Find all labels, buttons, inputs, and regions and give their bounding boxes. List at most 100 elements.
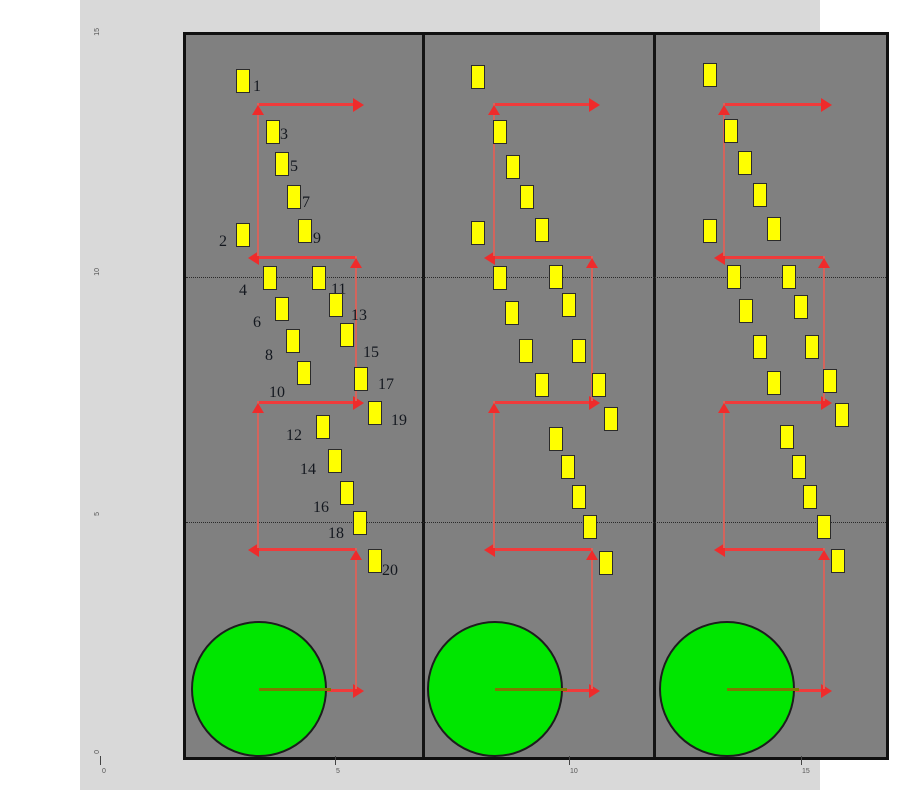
route-segment-h-1-4 [257,548,355,551]
pallet-label-20: 20 [382,562,398,579]
gridline-5 [186,522,886,523]
pallet-unlabelled[interactable] [823,369,837,393]
pallet-20[interactable] [368,549,382,573]
pallet-label-2: 2 [219,233,227,250]
pallet-unlabelled[interactable] [835,403,849,427]
route-segment-h-1-2 [257,256,355,259]
pallet-label-7: 7 [302,194,310,211]
pallet-6[interactable] [275,297,289,321]
pallet-label-6: 6 [253,314,261,331]
pallet-3[interactable] [266,120,280,144]
pallet-unlabelled[interactable] [727,265,741,289]
pallet-unlabelled[interactable] [493,120,507,144]
route-arrowhead-up-1-4 [350,550,362,560]
route-arrowhead-left-1-2 [248,251,259,265]
route-segment-v-2-3 [493,401,495,548]
pallet-unlabelled[interactable] [535,373,549,397]
pallet-unlabelled[interactable] [520,185,534,209]
pallet-unlabelled[interactable] [792,455,806,479]
pallet-unlabelled[interactable] [794,295,808,319]
pallet-label-9: 9 [313,230,321,247]
route-arrowhead-up-2-3 [488,403,500,413]
pallet-9[interactable] [298,219,312,243]
x-tick-label-5: 5 [336,768,340,775]
pallet-unlabelled[interactable] [535,218,549,242]
pallet-unlabelled[interactable] [753,183,767,207]
figure-panel: 1 3 5 7 9 2 4 11 6 13 8 15 10 17 19 12 14 16 18 20 15 10 5 … [80,0,889,790]
pallet-unlabelled[interactable] [592,373,606,397]
pallet-unlabelled[interactable] [549,427,563,451]
aisle-divider-1 [422,35,425,757]
pallet-12[interactable] [316,415,330,439]
pallet-18[interactable] [353,511,367,535]
route-segment-v-1-1 [257,103,259,256]
pallet-unlabelled[interactable] [767,371,781,395]
pallet-unlabelled[interactable] [572,485,586,509]
route-segment-v-1-2 [355,256,357,401]
route-arrowhead-right-1-1 [353,98,364,112]
pallet-2[interactable] [236,223,250,247]
pallet-7[interactable] [287,185,301,209]
pallet-5[interactable] [275,152,289,176]
pallet-16[interactable] [340,481,354,505]
route-segment-v-1-3 [257,401,259,548]
pallet-unlabelled[interactable] [782,265,796,289]
route-arrowhead-right-2-3 [589,396,600,410]
pallet-unlabelled[interactable] [803,485,817,509]
pallet-unlabelled[interactable] [703,63,717,87]
pallet-14[interactable] [328,449,342,473]
route-segment-h-3-2 [723,256,823,259]
pallet-unlabelled[interactable] [561,455,575,479]
route-segment-v-3-1 [723,103,725,256]
pallet-unlabelled[interactable] [780,425,794,449]
pallet-unlabelled[interactable] [505,301,519,325]
pallet-unlabelled[interactable] [805,335,819,359]
route-arrowhead-right-3-3 [821,396,832,410]
pallet-unlabelled[interactable] [549,265,563,289]
pallet-unlabelled[interactable] [599,551,613,575]
pallet-19[interactable] [368,401,382,425]
pallet-unlabelled[interactable] [739,299,753,323]
route-arrowhead-left-1-4 [248,543,259,557]
pallet-4[interactable] [263,266,277,290]
pallet-1[interactable] [236,69,250,93]
pallet-17[interactable] [354,367,368,391]
pallet-unlabelled[interactable] [703,219,717,243]
pallet-8[interactable] [286,329,300,353]
pallet-unlabelled[interactable] [753,335,767,359]
pallet-11[interactable] [312,266,326,290]
gridline-10 [186,277,886,278]
pallet-unlabelled[interactable] [506,155,520,179]
pallet-15[interactable] [340,323,354,347]
pallet-unlabelled[interactable] [767,217,781,241]
pallet-unlabelled[interactable] [724,119,738,143]
x-tick-label-10: 10 [570,768,578,775]
pallet-unlabelled[interactable] [572,339,586,363]
pallet-unlabelled[interactable] [738,151,752,175]
x-tick-label-15: 15 [802,768,810,775]
route-segment-h-2-2 [493,256,591,259]
pallet-unlabelled[interactable] [583,515,597,539]
pallet-unlabelled[interactable] [471,221,485,245]
route-segment-v-2-1 [493,103,495,256]
pallet-label-18: 18 [328,525,344,542]
pallet-label-19: 19 [391,412,407,429]
pallet-unlabelled[interactable] [817,515,831,539]
pallet-label-13: 13 [351,307,367,324]
pallet-unlabelled[interactable] [519,339,533,363]
route-segment-h-2-4 [493,548,591,551]
route-segment-h-1-1 [257,103,355,106]
pallet-unlabelled[interactable] [831,549,845,573]
pallet-label-12: 12 [286,427,302,444]
pallet-unlabelled[interactable] [604,407,618,431]
route-segment-v-2-4 [591,548,593,689]
pallet-unlabelled[interactable] [562,293,576,317]
plot-frame: 1 3 5 7 9 2 4 11 6 13 8 15 10 17 19 12 14 16 18 20 [183,32,889,760]
pallet-unlabelled[interactable] [471,65,485,89]
pallet-13[interactable] [329,293,343,317]
route-segment-v-3-2 [823,256,825,401]
pallet-unlabelled[interactable] [493,266,507,290]
route-arrowhead-left-2-2 [484,251,495,265]
pallet-10[interactable] [297,361,311,385]
